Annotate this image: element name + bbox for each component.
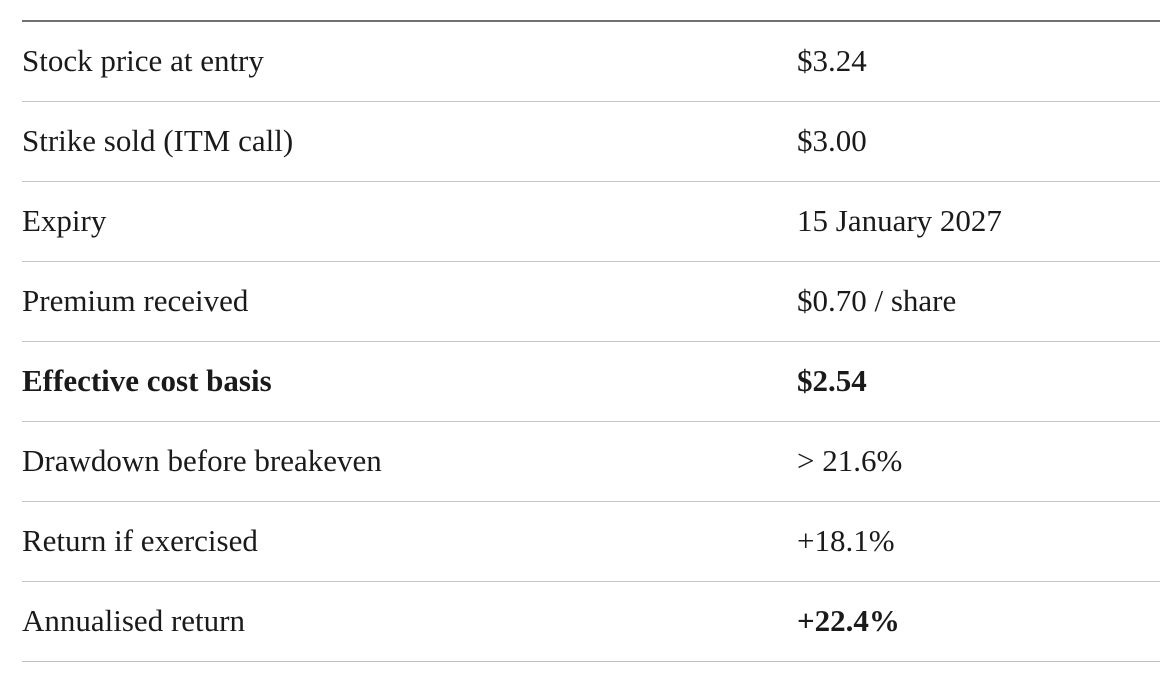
metric-value: $3.24 xyxy=(797,43,867,79)
metric-value: 15 January 2027 xyxy=(797,181,1160,262)
metric-label: Annualised return xyxy=(22,581,797,662)
metric-label: Premium received xyxy=(22,261,797,342)
table-row: Premium received $0.70 / share xyxy=(22,261,1160,342)
metrics-table-container: Stock price at entry $3.24 Strike sold (… xyxy=(22,20,1160,662)
metrics-table-body: Stock price at entry $3.24 Strike sold (… xyxy=(22,21,1160,662)
table-row: Annualised return +22.4% xyxy=(22,581,1160,662)
metric-value: $0.70 / share xyxy=(797,261,1160,342)
metric-value: $2.54 xyxy=(797,341,1160,422)
metric-value: $3.00 xyxy=(797,101,1160,182)
metrics-table: Stock price at entry $3.24 Strike sold (… xyxy=(22,20,1160,662)
table-row: Drawdown before breakeven > 21.6% xyxy=(22,421,1160,502)
metric-label: Strike sold (ITM call) xyxy=(22,101,797,182)
table-row: Stock price at entry $3.24 xyxy=(22,21,1160,102)
table-row: Return if exercised +18.1% xyxy=(22,501,1160,582)
metric-label: Stock price at entry xyxy=(22,43,264,79)
table-row: Effective cost basis $2.54 xyxy=(22,341,1160,422)
metric-value: > 21.6% xyxy=(797,421,1160,502)
metric-label: Drawdown before breakeven xyxy=(22,421,797,502)
table-row: Expiry 15 January 2027 xyxy=(22,181,1160,262)
metric-value: +22.4% xyxy=(797,581,1160,662)
metric-value: +18.1% xyxy=(797,501,1160,582)
metric-label: Effective cost basis xyxy=(22,341,797,422)
table-row: Strike sold (ITM call) $3.00 xyxy=(22,101,1160,182)
metric-label: Return if exercised xyxy=(22,501,797,582)
metric-label: Expiry xyxy=(22,181,797,262)
